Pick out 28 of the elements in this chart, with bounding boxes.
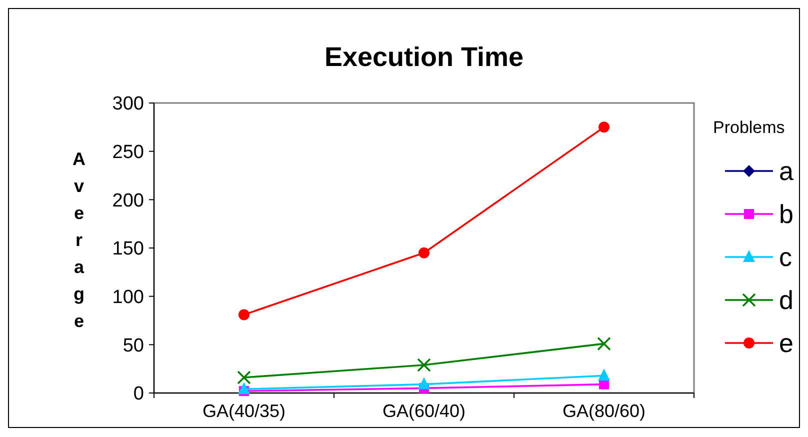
legend-title: Problems bbox=[713, 118, 785, 137]
point bbox=[597, 336, 611, 351]
y-axis-title: Average bbox=[72, 149, 86, 331]
y-tick-label: 100 bbox=[112, 286, 144, 308]
point bbox=[598, 122, 610, 133]
x-tick-label: GA(60/40) bbox=[382, 401, 466, 421]
point bbox=[238, 309, 250, 320]
point bbox=[598, 368, 610, 381]
point bbox=[599, 379, 609, 390]
legend-label: a bbox=[779, 156, 794, 186]
point bbox=[237, 370, 251, 384]
point bbox=[418, 377, 430, 390]
chart-title: Execution Time bbox=[324, 42, 524, 72]
legend-label: d bbox=[779, 285, 794, 316]
y-tick-label: 200 bbox=[112, 190, 144, 212]
x-tick-label: GA(40/35) bbox=[202, 401, 286, 421]
y-tick-label: 150 bbox=[112, 238, 144, 260]
y-tick-label: 50 bbox=[122, 335, 144, 356]
point bbox=[238, 382, 250, 394]
legend-label: e bbox=[779, 328, 794, 358]
legend-label: c bbox=[779, 242, 792, 272]
x-tick-label: GA(80/60) bbox=[562, 401, 646, 421]
y-tick-label: 250 bbox=[112, 142, 144, 163]
y-tick-label: 300 bbox=[112, 94, 144, 115]
y-tick-label: 0 bbox=[133, 384, 144, 405]
point bbox=[417, 358, 431, 372]
point bbox=[418, 247, 430, 258]
legend-label: b bbox=[779, 199, 794, 230]
